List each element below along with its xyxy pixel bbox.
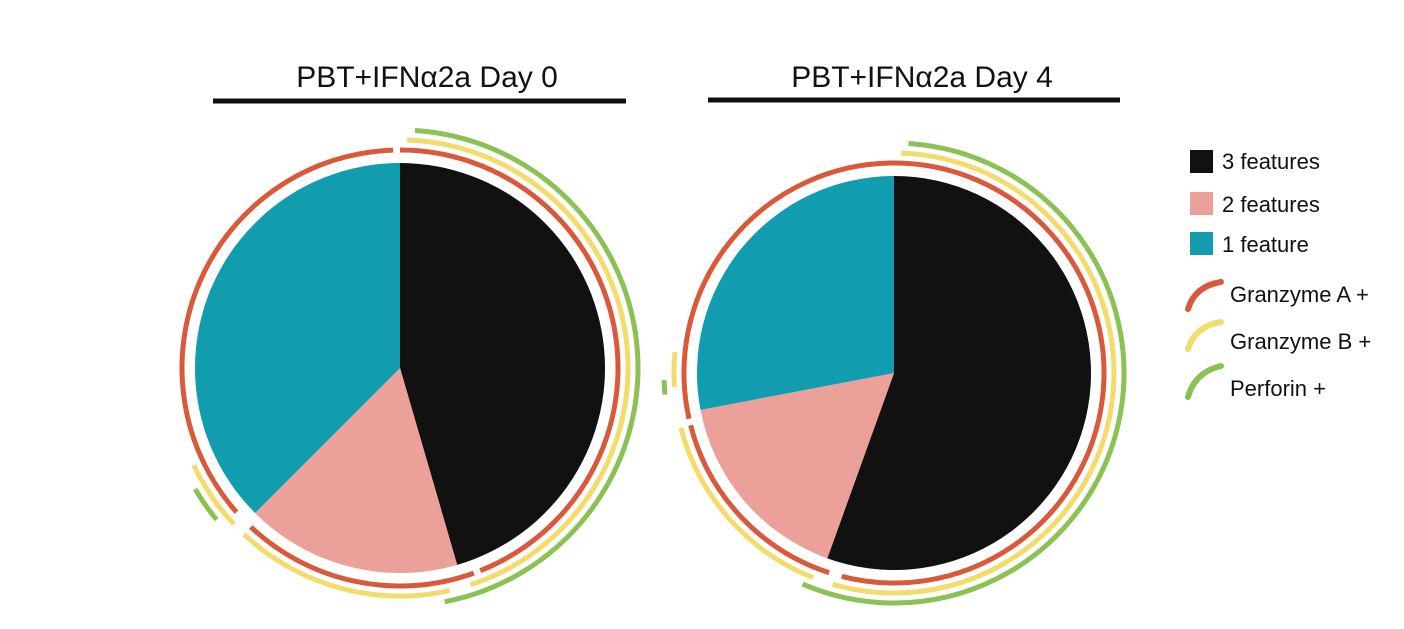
legend-arc-granzyme-a (1185, 279, 1224, 312)
legend-label-granzyme-a: Granzyme A + (1230, 282, 1369, 307)
legend-arc-granzyme-b (1185, 319, 1224, 352)
legend-label-2-features: 2 features (1222, 192, 1320, 217)
legend-label-granzyme-b: Granzyme B + (1230, 329, 1371, 354)
marker-arc-granzyme-b-day-4-2 (671, 352, 678, 387)
legend-swatch-1-feature (1190, 232, 1213, 255)
marker-arc-granzyme-b-day-0-1 (242, 532, 451, 599)
legend-swatch-2-features (1190, 192, 1213, 215)
marker-arc-granzyme-b-day-0-2 (191, 464, 236, 526)
marker-arcs-day-4 (661, 140, 1127, 606)
pie-title-day-0: PBT+IFNα2a Day 0 (296, 61, 558, 94)
pie-chart-day-0: PBT+IFNα2a Day 0 (179, 61, 641, 605)
marker-arc-granzyme-a-day-0-1 (249, 525, 475, 589)
marker-arc-perforin-day-4-0 (801, 140, 1127, 606)
marker-arc-granzyme-a-day-4-1 (688, 424, 830, 576)
pie-title-day-4: PBT+IFNα2a Day 4 (791, 61, 1053, 94)
marker-arc-perforin-day-0-0 (414, 127, 641, 605)
pie-slices-day-0 (194, 163, 605, 574)
pie-slices-day-4 (697, 176, 1091, 570)
marker-arc-granzyme-a-day-0-2 (179, 147, 394, 514)
marker-arc-granzyme-b-day-4-0 (831, 150, 1117, 596)
legend-label-perforin: Perforin + (1230, 376, 1326, 401)
pie-slice-1-feature-day-4 (697, 176, 894, 410)
pie-chart-day-4: PBT+IFNα2a Day 4 (661, 61, 1127, 606)
marker-arc-granzyme-b-day-0-0 (407, 137, 631, 588)
pie-slice-2-features-day-4 (700, 373, 894, 559)
marker-arc-granzyme-b-day-4-1 (678, 427, 814, 580)
pie-slice-3-features-day-4 (827, 176, 1091, 570)
pie-slice-1-feature-day-0 (194, 163, 400, 513)
marker-arc-granzyme-a-day-4-0 (841, 160, 1107, 586)
marker-arc-perforin-day-0-1 (192, 487, 219, 522)
marker-arc-granzyme-a-day-4-2 (681, 160, 895, 420)
legend-label-3-features: 3 features (1222, 149, 1320, 174)
legend-arc-perforin (1185, 363, 1224, 400)
marker-arc-perforin-day-4-1 (661, 380, 668, 395)
pie-slice-2-features-day-0 (255, 368, 458, 574)
pie-slice-3-features-day-0 (400, 163, 605, 565)
legend-swatch-3-features (1190, 150, 1213, 173)
legend: 3 features 2 features 1 feature Granzyme… (1185, 149, 1371, 401)
marker-arcs-day-0 (179, 127, 641, 605)
marker-arc-granzyme-a-day-0-0 (399, 147, 621, 574)
legend-label-1-feature: 1 feature (1222, 232, 1309, 257)
